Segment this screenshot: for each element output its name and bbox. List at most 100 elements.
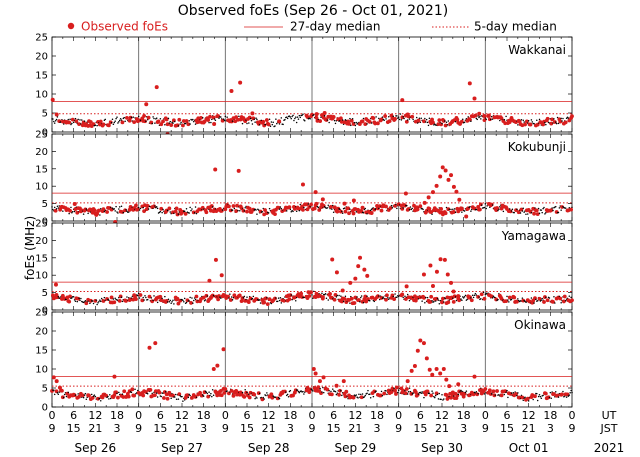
observed-point: [430, 117, 434, 122]
baseline-point: [387, 115, 390, 118]
baseline-point: [555, 390, 557, 393]
observed-point: [120, 120, 125, 125]
baseline-point: [204, 299, 207, 301]
observed-point: [503, 121, 508, 126]
baseline-point: [523, 397, 525, 399]
baseline-point: [108, 299, 110, 301]
chart-title: Observed foEs (Sep 26 - Oct 01, 2021): [178, 3, 448, 19]
ut-tick-label: 6: [504, 409, 511, 422]
baseline-point: [220, 116, 222, 118]
observed-point: [438, 371, 443, 376]
observed-point: [273, 212, 277, 217]
observed-point: [551, 299, 555, 304]
observed-point: [124, 299, 128, 303]
baseline-dots: [51, 290, 574, 307]
observed-point: [219, 393, 224, 398]
panel-okinawa: 0 5 10 15 20 25 Okinawa: [35, 308, 573, 414]
baseline-point: [255, 396, 257, 398]
baseline-point: [502, 210, 505, 213]
jst-tick-label: 3: [374, 422, 381, 435]
baseline-point: [503, 393, 506, 396]
baseline-point: [480, 204, 483, 206]
baseline-point: [90, 393, 93, 396]
baseline-point: [245, 298, 247, 301]
observed-point: [68, 294, 72, 299]
y-tick-label: 5: [42, 288, 48, 299]
observed-point: [405, 379, 410, 384]
baseline-point: [454, 211, 457, 213]
observed-point: [158, 294, 163, 299]
baseline-point: [255, 117, 257, 119]
observed-point: [504, 299, 508, 304]
observed-point: [185, 393, 190, 398]
observed-point: [183, 211, 188, 216]
baseline-point: [301, 114, 303, 117]
observed-point: [70, 117, 75, 122]
baseline-point: [440, 398, 442, 401]
baseline-point: [366, 213, 368, 215]
baseline-point: [411, 207, 413, 210]
observed-point: [132, 393, 137, 398]
observed-point: [335, 209, 340, 214]
baseline-point: [527, 119, 530, 122]
baseline-point: [426, 121, 429, 124]
y-tick-label: 20: [35, 52, 48, 63]
baseline-point: [81, 119, 83, 121]
baseline-point: [469, 205, 471, 208]
baseline-point: [116, 211, 118, 213]
baseline-point: [558, 295, 561, 298]
legend-observed-marker: [67, 22, 75, 30]
baseline-point: [454, 296, 457, 298]
baseline-point: [156, 207, 159, 210]
observed-point: [141, 393, 146, 398]
panels: 0 5 10 15 20 25 Wakkanai 0 5 10 15 20 25 Kokubunji 0 5 1…: [35, 33, 574, 414]
baseline-point: [277, 396, 280, 399]
observed-point: [250, 111, 255, 116]
baseline-point: [397, 117, 399, 119]
baseline-point: [100, 300, 102, 303]
baseline-point: [403, 117, 405, 120]
baseline-point: [415, 116, 418, 119]
observed-point: [325, 387, 330, 392]
baseline-point: [465, 390, 468, 392]
observed-point: [222, 390, 227, 395]
baseline-point: [169, 211, 172, 213]
baseline-point: [79, 299, 81, 302]
baseline-point: [549, 391, 552, 394]
baseline-point: [57, 296, 60, 298]
observed-point: [125, 115, 129, 120]
observed-point: [215, 363, 220, 368]
baseline-point: [126, 296, 128, 298]
baseline-point: [361, 393, 364, 395]
baseline-point: [145, 120, 147, 123]
observed-point: [227, 204, 231, 209]
baseline-point: [544, 213, 546, 215]
baseline-point: [507, 299, 509, 301]
baseline-point: [431, 390, 433, 392]
baseline-point: [381, 394, 384, 397]
baseline-point: [146, 298, 149, 301]
observed-point: [488, 392, 493, 396]
observed-point: [204, 210, 209, 215]
y-tick-label: 5: [42, 109, 48, 120]
baseline-point: [72, 296, 75, 298]
jst-tick-label: 15: [413, 422, 427, 435]
baseline-point: [375, 390, 377, 392]
baseline-point: [258, 123, 261, 126]
baseline-point: [159, 117, 162, 120]
baseline-point: [341, 394, 343, 397]
baseline-point: [164, 295, 166, 298]
baseline-point: [248, 122, 250, 124]
baseline-point: [85, 398, 88, 401]
observed-point: [161, 119, 165, 124]
baseline-point: [143, 299, 145, 301]
observed-point: [384, 297, 388, 302]
baseline-point: [209, 394, 211, 397]
baseline-point: [251, 123, 254, 125]
ut-tick-label: 6: [330, 409, 337, 422]
jst-tick-label: 9: [135, 422, 142, 435]
baseline-point: [120, 119, 123, 121]
baseline-point: [322, 386, 324, 389]
observed-point: [415, 348, 420, 353]
baseline-point: [280, 302, 283, 304]
